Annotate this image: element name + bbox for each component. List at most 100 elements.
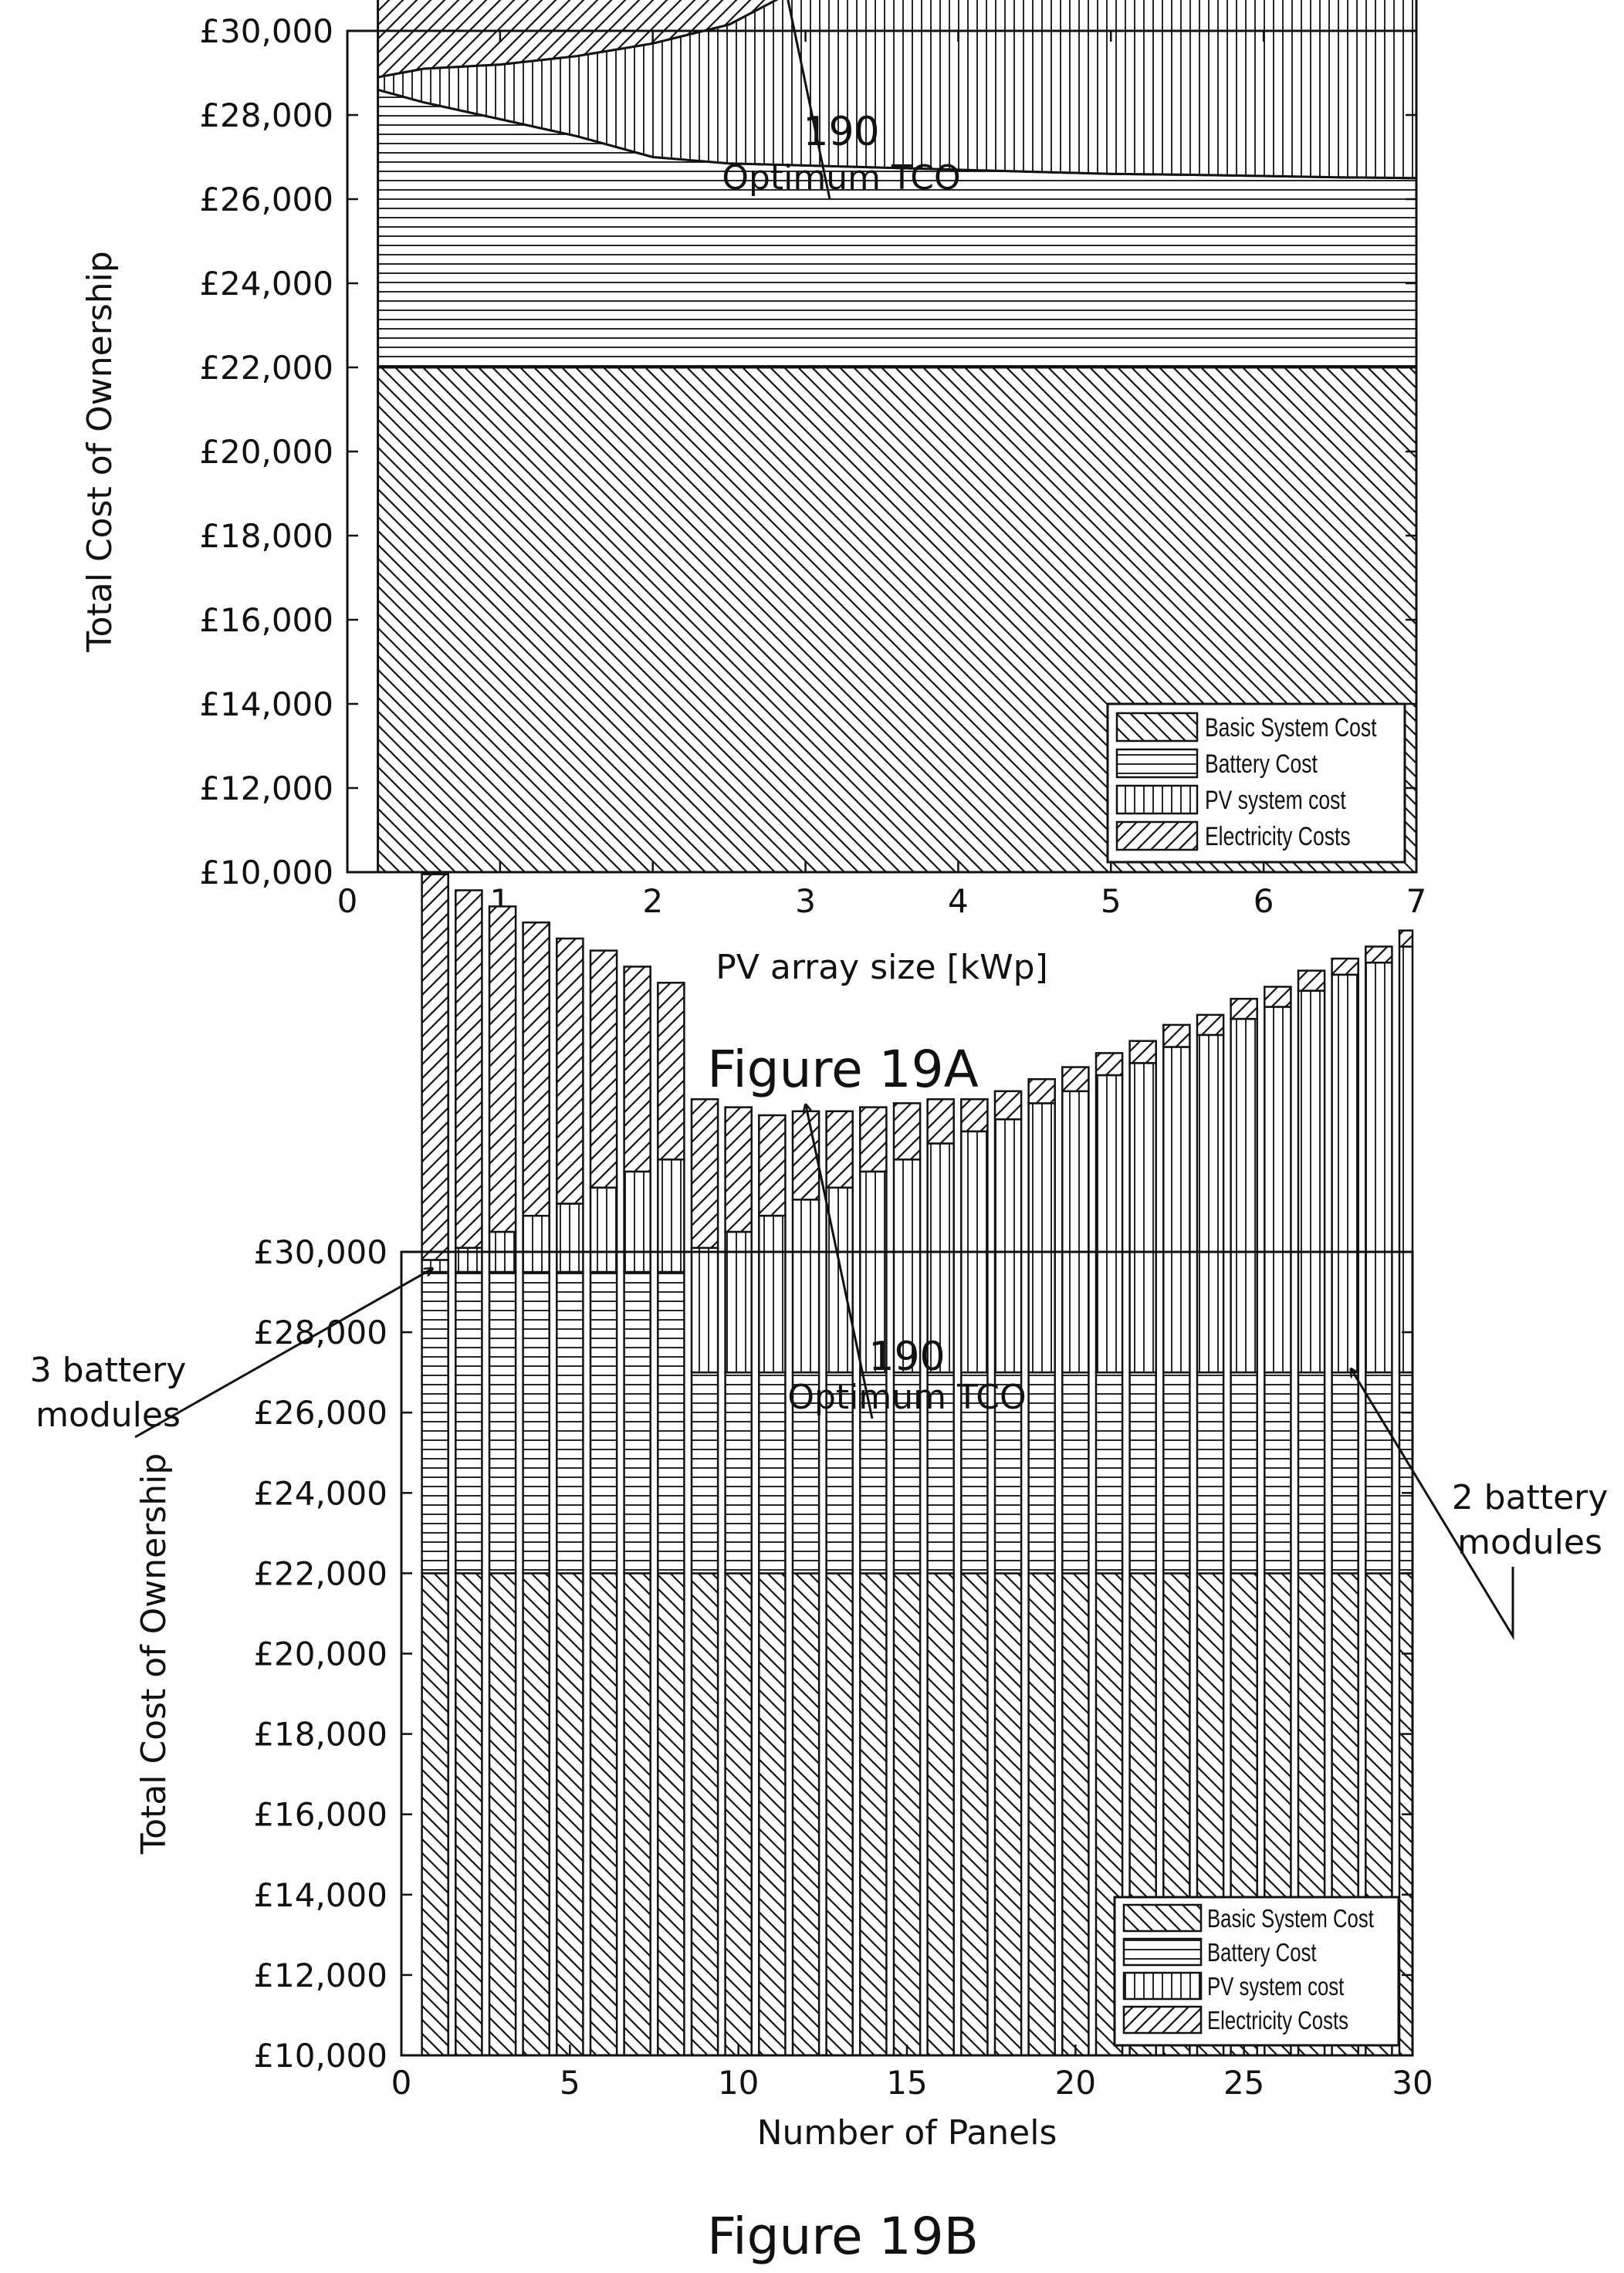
bar-stack (859, 1106, 888, 2057)
bar-basic-system-cost (859, 1572, 888, 2057)
bar-stack (1027, 1077, 1056, 2057)
bar-stack (892, 1102, 922, 2057)
bar-battery-cost (488, 1270, 517, 1575)
legend-swatch (1115, 748, 1199, 779)
bar-electricity-costs (556, 937, 584, 1205)
y-tick-label: £22,000 (253, 1554, 387, 1592)
legend-label: PV system cost (1205, 786, 1346, 815)
legend-label: Basic System Cost (1207, 1905, 1374, 1933)
y-tick-label: £18,000 (199, 517, 333, 555)
y-tick-label: £24,000 (253, 1474, 387, 1512)
y-tick-label: £14,000 (199, 685, 333, 723)
bar-electricity-costs (1398, 929, 1414, 948)
bar-stack (690, 1098, 719, 2057)
bar-battery-cost (623, 1270, 651, 1575)
bar-battery-cost (825, 1371, 854, 1575)
bar-battery-cost (690, 1371, 719, 1575)
bar-electricity-costs (926, 1098, 955, 1145)
bar-battery-cost (1331, 1371, 1359, 1575)
bar-electricity-costs (1264, 986, 1292, 1008)
x-tick-label: 15 (886, 2064, 927, 2102)
bar-pv-system-cost (1264, 1006, 1292, 1374)
bar-electricity-costs (758, 1114, 787, 1217)
annotation-arrow (806, 1105, 874, 1419)
bar-battery-cost (1264, 1371, 1292, 1575)
bar-battery-cost (1162, 1371, 1191, 1575)
y-tick-label: £16,000 (253, 1796, 387, 1834)
bar-pv-system-cost (421, 1259, 449, 1273)
x-tick-label: 0 (391, 2064, 412, 2102)
bar-pv-system-cost (1027, 1102, 1056, 1374)
bar-electricity-costs (1027, 1077, 1056, 1104)
x-tick-label: 2 (642, 882, 663, 920)
x-tick-label: 4 (948, 882, 969, 920)
bar-battery-cost (892, 1371, 922, 1575)
bar-basic-system-cost (455, 1572, 483, 2057)
y-tick-label: £12,000 (253, 1957, 387, 1994)
bar-stack (488, 905, 517, 2057)
chart-19b-x-label: Number of Panels (757, 2113, 1057, 2153)
y-tick-label: £18,000 (253, 1716, 387, 1754)
legend-label: PV system cost (1207, 1973, 1344, 2001)
bar-pv-system-cost (892, 1158, 922, 1374)
chart-19a-legend: Basic System Cost Battery Cost PV system c… (1106, 702, 1406, 864)
bar-pv-system-cost (1365, 961, 1393, 1374)
chart-19a-x-label: PV array size [kWp] (716, 948, 1048, 987)
bar-electricity-costs (589, 949, 618, 1189)
annotation-label: Optimum TCO (787, 1378, 1026, 1417)
y-tick-label: £10,000 (199, 854, 333, 891)
bar-stack (421, 873, 449, 2057)
bar-electricity-costs (657, 982, 685, 1161)
chart-19b-x-axis: 0 5 10 15 20 25 30 (391, 2045, 1433, 2102)
bar-battery-cost (556, 1270, 584, 1575)
legend-swatch (1115, 712, 1199, 742)
bar-electricity-costs (455, 889, 483, 1249)
legend-swatch (1122, 1903, 1203, 1933)
y-tick-label: £20,000 (253, 1635, 387, 1673)
bar-stack (724, 1106, 753, 2057)
bar-stack (926, 1098, 955, 2057)
bar-electricity-costs (421, 873, 449, 1261)
x-tick-label: 10 (718, 2064, 759, 2102)
x-tick-label: 6 (1254, 882, 1274, 920)
y-tick-label: £22,000 (199, 349, 333, 387)
bar-pv-system-cost (657, 1158, 685, 1273)
chart-19b-y-axis: £10,000 £12,000 £14,000 £16,000 £18,000 £20,0… (253, 1233, 1413, 2075)
x-tick-label: 30 (1392, 2064, 1433, 2102)
bar-electricity-costs (522, 921, 550, 1217)
bar-basic-system-cost (758, 1572, 787, 2057)
y-tick-label: £30,000 (253, 1233, 387, 1271)
bar-stack (1264, 986, 1292, 2057)
bar-pv-system-cost (758, 1214, 787, 1374)
bar-basic-system-cost (960, 1572, 989, 2057)
bar-pv-system-cost (589, 1186, 618, 1273)
annotation-arrow (787, 0, 831, 200)
bar-pv-system-cost (1095, 1074, 1124, 1374)
bar-battery-cost (1398, 1371, 1414, 1575)
bar-basic-system-cost (825, 1572, 854, 2057)
bar-electricity-costs (825, 1110, 854, 1189)
bar-electricity-costs (892, 1102, 922, 1161)
bar-stack (960, 1098, 989, 2057)
bar-battery-cost (724, 1371, 753, 1575)
bar-battery-cost (1061, 1371, 1090, 1575)
bar-basic-system-cost (522, 1572, 550, 2057)
bar-electricity-costs (1297, 969, 1326, 992)
chart-19a-y-axis: £10,000 £12,000 £14,000 £16,000 £18,000 £20,0… (199, 12, 1416, 891)
bar-stack (657, 982, 685, 2057)
bar-pv-system-cost (926, 1142, 955, 1374)
y-tick-label: £24,000 (199, 265, 333, 303)
x-tick-label: 5 (560, 2064, 580, 2102)
bar-stack (1061, 1066, 1090, 2057)
bar-stack (993, 1090, 1023, 2057)
bar-pv-system-cost (522, 1214, 550, 1273)
chart-19b-legend: Basic System Cost Battery Cost PV system c… (1113, 1896, 1400, 2047)
annotation-3-battery-arrow (134, 1269, 432, 1439)
bar-pv-system-cost (1297, 989, 1326, 1374)
bar-battery-cost (1365, 1371, 1393, 1575)
annotation-2-battery-line1: 2 battery (1452, 1478, 1609, 1517)
bar-pv-system-cost (623, 1170, 651, 1273)
bar-stack (623, 966, 651, 2057)
bar-pv-system-cost (1398, 945, 1414, 1374)
